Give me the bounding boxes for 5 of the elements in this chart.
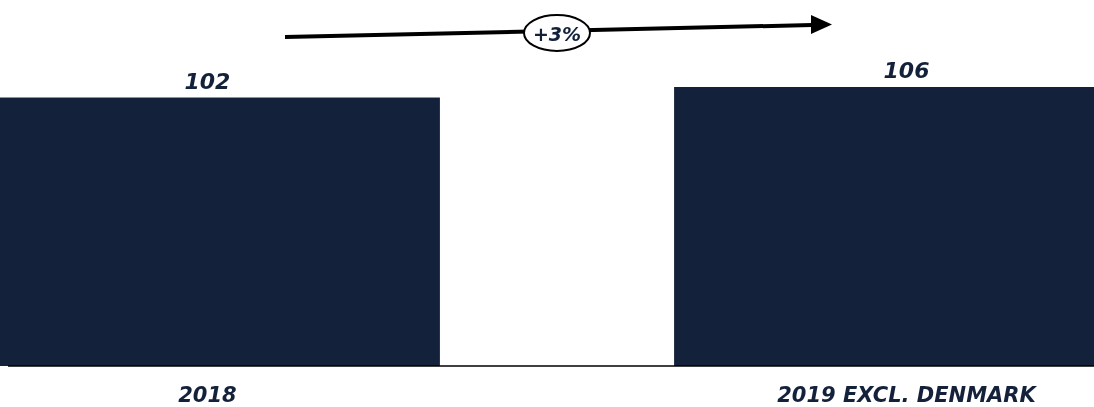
x-tick-label: 2019 EXCL. DENMARK xyxy=(777,383,1038,407)
x-tick-label: 2018 xyxy=(178,383,237,407)
data-label: 106 xyxy=(883,58,930,83)
text: +3% xyxy=(532,23,582,45)
data-label: 102 xyxy=(184,68,231,94)
